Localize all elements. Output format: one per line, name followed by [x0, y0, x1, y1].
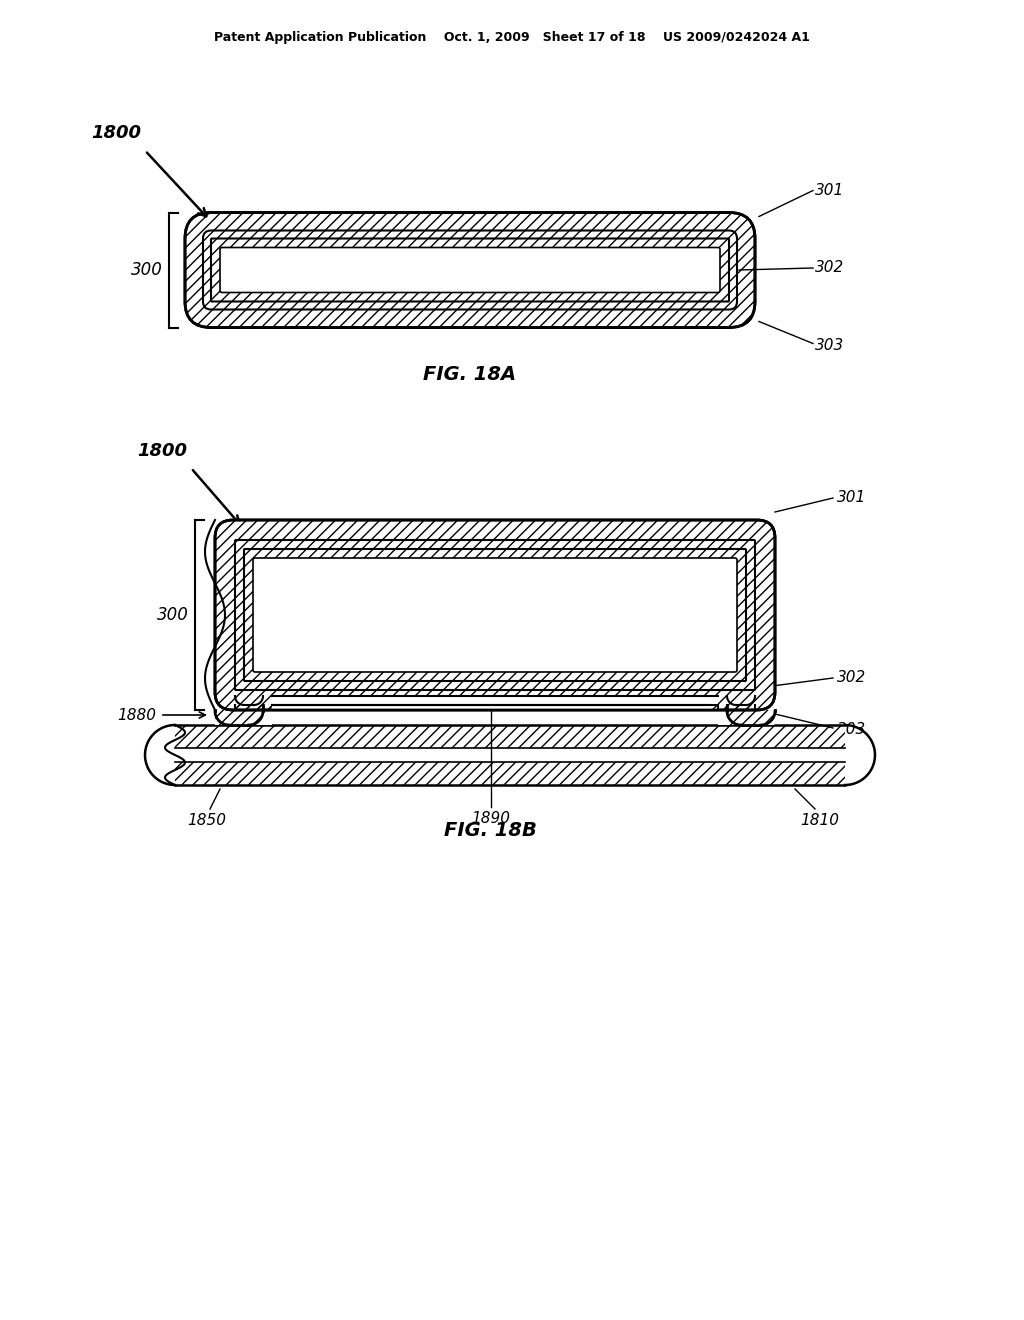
Text: Patent Application Publication    Oct. 1, 2009   Sheet 17 of 18    US 2009/02420: Patent Application Publication Oct. 1, 2…	[214, 30, 810, 44]
Bar	[755, 710, 775, 725]
Bar	[263, 705, 272, 710]
Text: 1890: 1890	[471, 810, 510, 826]
Text: 1800: 1800	[137, 442, 187, 459]
Text: 1810: 1810	[801, 813, 840, 828]
FancyBboxPatch shape	[220, 248, 720, 293]
Bar	[215, 710, 272, 725]
FancyBboxPatch shape	[203, 231, 737, 309]
FancyBboxPatch shape	[185, 213, 755, 327]
Bar	[175, 725, 845, 785]
Bar	[718, 705, 727, 710]
FancyBboxPatch shape	[203, 231, 737, 309]
Text: 301: 301	[837, 491, 866, 506]
FancyBboxPatch shape	[211, 239, 729, 301]
FancyBboxPatch shape	[244, 549, 746, 681]
Bar	[272, 696, 718, 710]
Bar	[263, 705, 272, 710]
Bar	[727, 705, 755, 725]
FancyBboxPatch shape	[234, 540, 755, 690]
Text: 1800: 1800	[91, 124, 141, 143]
Text: 301: 301	[815, 183, 844, 198]
Bar	[234, 705, 263, 725]
Text: 303: 303	[837, 722, 866, 738]
FancyBboxPatch shape	[215, 520, 775, 710]
Text: 303: 303	[815, 338, 844, 352]
Text: 1880: 1880	[117, 708, 156, 722]
FancyBboxPatch shape	[253, 558, 737, 672]
Text: FIG. 18A: FIG. 18A	[424, 366, 516, 384]
FancyBboxPatch shape	[234, 540, 755, 690]
Text: 300: 300	[131, 261, 163, 279]
Bar	[709, 705, 718, 710]
Bar	[215, 710, 234, 725]
Bar	[272, 696, 718, 705]
Text: 1850: 1850	[187, 813, 226, 828]
Text: 302: 302	[837, 671, 866, 685]
Bar	[175, 725, 845, 785]
Bar	[718, 710, 775, 725]
FancyBboxPatch shape	[211, 239, 729, 301]
Text: FIG. 18B: FIG. 18B	[443, 821, 537, 840]
Text: 300: 300	[157, 606, 189, 624]
Text: 302: 302	[815, 260, 844, 276]
Bar	[234, 705, 755, 710]
Bar	[175, 748, 845, 762]
FancyBboxPatch shape	[244, 549, 746, 681]
